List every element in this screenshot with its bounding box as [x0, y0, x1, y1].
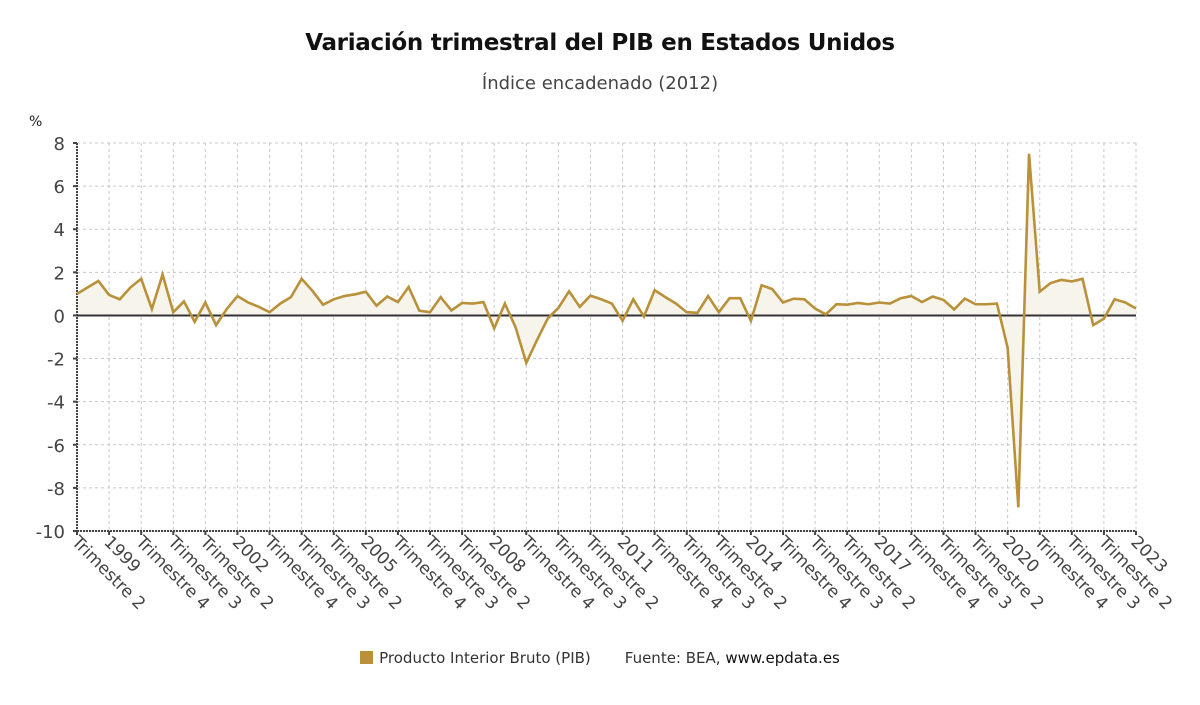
- y-tick-label: -2: [47, 350, 65, 371]
- y-tick-label: -6: [47, 436, 65, 457]
- series-line: [76, 153, 1137, 508]
- area-fill: [77, 153, 1136, 508]
- series-area: [77, 153, 1136, 508]
- y-tick-labels: 8 6 4 2 0 -2 -4 -6 -8 -10: [36, 134, 65, 543]
- y-axis-unit-label: %: [29, 114, 43, 130]
- legend-swatch: [360, 651, 374, 664]
- chart-subtitle: Índice encadenado (2012): [481, 73, 719, 94]
- axes: [73, 142, 1137, 535]
- y-tick-label: -4: [47, 393, 65, 414]
- y-tick-label: 8: [54, 134, 65, 155]
- source-link[interactable]: www.epdata.es: [725, 649, 840, 667]
- source-label: Fuente: BEA,: [624, 649, 721, 667]
- y-tick-label: -8: [47, 479, 65, 500]
- grid-lines: [76, 142, 1137, 532]
- chart-title: Variación trimestral del PIB en Estados …: [305, 30, 895, 56]
- y-tick-label: 6: [54, 177, 65, 198]
- y-tick-label: 0: [54, 306, 65, 327]
- legend-label: Producto Interior Bruto (PIB): [379, 649, 591, 667]
- y-tick-label: 4: [54, 220, 65, 241]
- y-tick-label: -10: [36, 522, 65, 543]
- series-line-pib: [76, 153, 1137, 508]
- y-tick-label: 2: [54, 263, 65, 284]
- legend: Producto Interior Bruto (PIB) Fuente: BEA…: [0, 649, 1200, 667]
